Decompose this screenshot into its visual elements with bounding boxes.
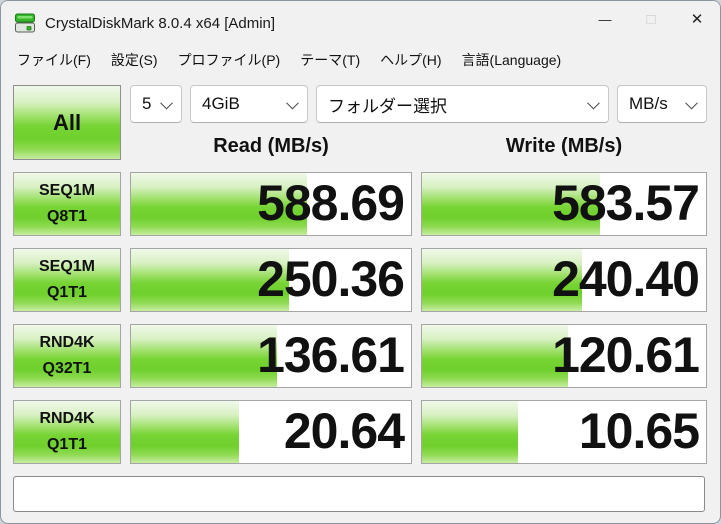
- menu-help[interactable]: ヘルプ(H): [380, 52, 442, 68]
- chevron-down-icon: [587, 96, 600, 109]
- write-result-cell: 240.40: [421, 248, 707, 312]
- read-result-bar: [131, 401, 240, 463]
- menu-settings[interactable]: 設定(S): [110, 52, 158, 68]
- read-result-cell: 250.36: [130, 248, 412, 312]
- test-size-value: 4GiB: [202, 94, 240, 113]
- status-message-box[interactable]: [13, 476, 705, 512]
- test-count-value: 5: [142, 94, 152, 113]
- read-result-cell: 588.69: [130, 172, 412, 236]
- test-mode-label: Q1T1: [46, 284, 87, 301]
- test-button-seq1m-q1t1[interactable]: SEQ1M Q1T1: [13, 248, 121, 312]
- menu-profile[interactable]: プロファイル(P): [177, 52, 281, 68]
- title-bar: CrystalDiskMark 8.0.4 x64 [Admin] — □ ✕: [1, 1, 720, 45]
- main-area: All 5 4GiB フォルダー選択 MB/s: [1, 75, 720, 512]
- read-result-value: 20.64: [283, 403, 405, 459]
- test-mode-label: Q8T1: [46, 208, 87, 225]
- read-result-bar: [131, 173, 307, 235]
- chevron-down-icon: [286, 96, 299, 109]
- run-all-tests-button[interactable]: All: [13, 85, 121, 160]
- menu-file[interactable]: ファイル(F): [17, 52, 91, 68]
- app-disk-icon: [15, 13, 35, 33]
- read-result-value: 136.61: [257, 327, 405, 383]
- write-result-bar: [422, 249, 582, 311]
- settings-toolbar: 5 4GiB フォルダー選択 MB/s: [130, 85, 707, 123]
- test-type-label: RND4K: [39, 334, 95, 352]
- target-folder-select[interactable]: フォルダー選択: [316, 85, 609, 123]
- unit-value: MB/s: [629, 94, 668, 113]
- read-result-cell: 20.64: [130, 400, 412, 464]
- test-button-rnd4k-q1t1[interactable]: RND4K Q1T1: [13, 400, 121, 464]
- write-column-header: Write (MB/s): [505, 135, 623, 157]
- read-column-header: Read (MB/s): [213, 135, 329, 157]
- write-result-cell: 10.65: [421, 400, 707, 464]
- menu-bar: ファイル(F) 設定(S) プロファイル(P) テーマ(T) ヘルプ(H) 言語…: [1, 45, 720, 75]
- write-result-value: 583.57: [552, 175, 700, 231]
- unit-select[interactable]: MB/s: [617, 85, 707, 123]
- menu-language[interactable]: 言語(Language): [461, 52, 562, 68]
- window-title: CrystalDiskMark 8.0.4 x64 [Admin]: [45, 14, 276, 32]
- maximize-button-icon[interactable]: □: [646, 10, 656, 28]
- read-result-value: 250.36: [257, 251, 405, 307]
- test-type-label: SEQ1M: [38, 258, 95, 276]
- write-result-bar: [422, 325, 568, 387]
- test-button-seq1m-q8t1[interactable]: SEQ1M Q8T1: [13, 172, 121, 236]
- test-button-rnd4k-q32t1[interactable]: RND4K Q32T1: [13, 324, 121, 388]
- write-result-value: 240.40: [552, 251, 700, 307]
- close-button-icon[interactable]: ✕: [690, 11, 704, 28]
- test-mode-label: Q1T1: [46, 436, 87, 453]
- target-folder-value: フォルダー選択: [328, 96, 447, 116]
- read-result-bar: [131, 249, 290, 311]
- minimize-button-icon[interactable]: —: [598, 11, 612, 27]
- write-result-bar: [422, 173, 601, 235]
- chevron-down-icon: [685, 96, 698, 109]
- test-type-label: RND4K: [39, 410, 95, 428]
- test-mode-label: Q32T1: [42, 360, 92, 377]
- write-result-cell: 583.57: [421, 172, 707, 236]
- write-result-value: 120.61: [552, 327, 700, 383]
- window-controls: — □ ✕: [582, 1, 720, 37]
- write-result-bar: [422, 401, 518, 463]
- test-count-select[interactable]: 5: [130, 85, 182, 123]
- test-size-select[interactable]: 4GiB: [190, 85, 308, 123]
- write-result-cell: 120.61: [421, 324, 707, 388]
- read-result-cell: 136.61: [130, 324, 412, 388]
- read-result-bar: [131, 325, 278, 387]
- read-result-value: 588.69: [257, 175, 405, 231]
- write-result-value: 10.65: [578, 403, 700, 459]
- menu-theme[interactable]: テーマ(T): [300, 52, 361, 68]
- chevron-down-icon: [160, 96, 173, 109]
- test-type-label: SEQ1M: [38, 182, 95, 200]
